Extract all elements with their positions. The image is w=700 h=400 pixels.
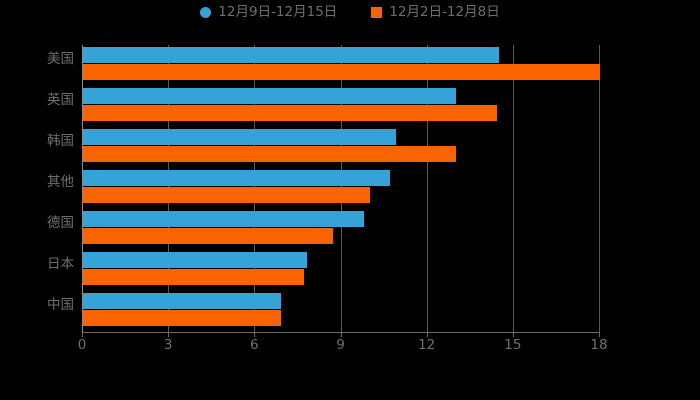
bar[interactable] bbox=[83, 269, 305, 285]
y-axis-label: 英国 bbox=[47, 91, 74, 108]
bar[interactable] bbox=[83, 88, 457, 104]
x-tick-mark bbox=[512, 332, 514, 337]
bar[interactable] bbox=[83, 64, 600, 80]
x-tick-mark bbox=[426, 332, 428, 337]
gridline bbox=[512, 45, 514, 332]
gridline bbox=[426, 45, 428, 332]
bar[interactable] bbox=[83, 293, 282, 309]
x-tick-mark bbox=[340, 332, 342, 337]
gridline bbox=[599, 45, 600, 332]
bar-group bbox=[83, 250, 599, 291]
bar-group bbox=[83, 209, 599, 250]
legend-label: 12月2日-12月8日 bbox=[389, 4, 500, 20]
plot-area bbox=[82, 45, 600, 333]
bar[interactable] bbox=[83, 187, 371, 203]
legend-label: 12月9日-12月15日 bbox=[218, 4, 338, 20]
y-axis-label: 德国 bbox=[47, 214, 74, 231]
bar-group bbox=[83, 86, 599, 127]
x-tick-mark bbox=[168, 332, 170, 337]
bar[interactable] bbox=[83, 252, 308, 268]
x-axis-label: 3 bbox=[163, 337, 173, 353]
x-tick-mark bbox=[599, 332, 600, 337]
x-tick-mark bbox=[82, 332, 83, 337]
bar[interactable] bbox=[83, 146, 457, 162]
y-axis-label: 中国 bbox=[47, 296, 74, 313]
bar[interactable] bbox=[83, 47, 500, 63]
bar[interactable] bbox=[83, 228, 333, 244]
chart-legend: 12月9日-12月15日 12月2日-12月8日 bbox=[0, 4, 700, 20]
legend-entry[interactable]: 12月9日-12月15日 bbox=[200, 4, 338, 20]
legend-entry[interactable]: 12月2日-12月8日 bbox=[371, 4, 500, 20]
y-axis-label: 其他 bbox=[47, 173, 74, 190]
bar[interactable] bbox=[83, 105, 497, 121]
bar-group bbox=[83, 45, 600, 86]
x-axis-label: 6 bbox=[250, 337, 259, 353]
bar-group bbox=[83, 168, 599, 209]
x-tick-mark bbox=[254, 332, 256, 337]
legend-square-icon bbox=[371, 7, 383, 19]
x-axis-label: 12 bbox=[418, 337, 436, 353]
bar[interactable] bbox=[83, 211, 365, 227]
x-axis-label: 18 bbox=[590, 337, 608, 353]
y-axis-label: 韩国 bbox=[47, 132, 74, 149]
bar[interactable] bbox=[83, 170, 391, 186]
y-axis-category-labels: 美国英国韩国其他德国日本中国 bbox=[0, 45, 74, 332]
bar-group bbox=[83, 291, 599, 332]
x-axis-label: 9 bbox=[336, 337, 345, 353]
x-axis-label: 15 bbox=[504, 337, 522, 353]
legend-circle-icon bbox=[200, 7, 212, 19]
bar[interactable] bbox=[83, 310, 282, 326]
x-axis-ticks: 0 3 6 9 12 15 18 bbox=[78, 332, 608, 358]
y-axis-label: 美国 bbox=[47, 50, 74, 67]
bar[interactable] bbox=[83, 129, 397, 145]
y-axis-line bbox=[82, 45, 83, 332]
x-axis-label: 0 bbox=[77, 337, 87, 353]
y-axis-label: 日本 bbox=[47, 255, 74, 272]
bar-group bbox=[83, 127, 599, 168]
